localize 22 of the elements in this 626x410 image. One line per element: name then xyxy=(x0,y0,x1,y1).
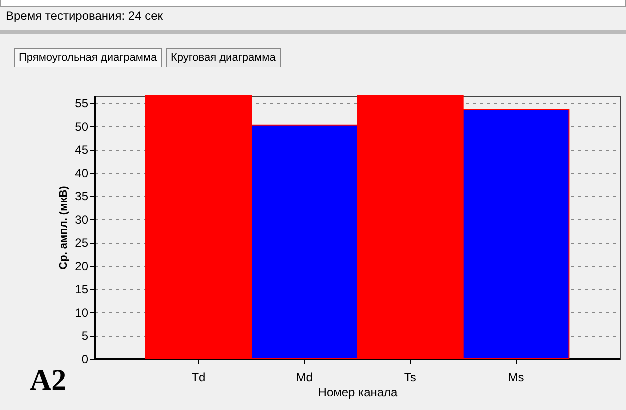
x-axis-title: Номер канала xyxy=(318,386,398,400)
text: A2 xyxy=(30,364,67,398)
x-tick-label: Td xyxy=(192,370,206,384)
y-tick-label: 50 xyxy=(75,120,89,134)
y-tick-label: 15 xyxy=(75,282,89,297)
y-tick-label: 0 xyxy=(82,352,89,366)
text: Время тестирования: 24 сек xyxy=(6,9,164,23)
y-tick-label: 25 xyxy=(75,236,89,250)
y-axis-title: Ср. ампл. (мкВ) xyxy=(58,186,70,270)
y-tick-label: 35 xyxy=(75,190,89,204)
text: Круговая диаграмма xyxy=(166,48,281,67)
y-tick-label: 55 xyxy=(75,96,89,110)
y-tick-label: 20 xyxy=(75,259,89,274)
y-tick-label: 30 xyxy=(75,212,89,227)
y-tick-label: 40 xyxy=(75,166,89,180)
text: Прямоугольная диаграмма xyxy=(14,48,162,67)
x-tick-label: Ts xyxy=(404,370,416,384)
y-tick-label: 10 xyxy=(75,306,89,320)
y-tick-label: 45 xyxy=(75,143,89,158)
x-tick-label: Ms xyxy=(508,370,524,384)
x-tick-label: Md xyxy=(296,370,313,384)
y-tick-label: 5 xyxy=(82,329,89,344)
